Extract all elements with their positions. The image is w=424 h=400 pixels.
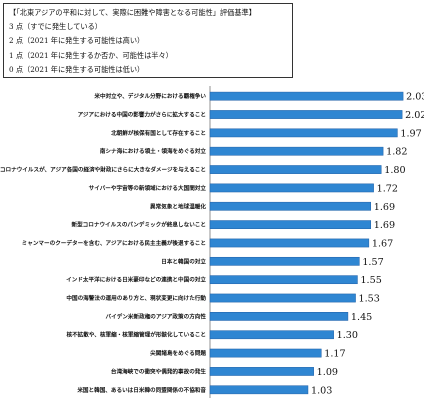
value-label: 1.72	[377, 183, 398, 194]
bar	[209, 201, 372, 211]
category-label: 尖閣諸島をめぐる問題	[150, 349, 206, 357]
value-label: 1.09	[317, 367, 338, 378]
bar	[209, 367, 314, 376]
bar	[209, 91, 404, 101]
criteria-line-0pt: 0 点（2021 年に発生する可能性は低い）	[9, 64, 145, 74]
bar	[209, 146, 384, 156]
bar	[209, 293, 356, 303]
category-label: 異常気象と地球温暖化	[150, 202, 206, 210]
value-label: 1.82	[386, 147, 407, 158]
value-label: 1.53	[359, 294, 380, 305]
value-label: 1.45	[351, 312, 372, 323]
category-label: 米中対立や、デジタル分野における覇権争い	[94, 92, 206, 100]
value-label: 1.69	[374, 202, 395, 213]
category-label: 米国と韓国、あるいは日米韓の同盟関係の不協和音	[77, 386, 206, 394]
value-label: 2.03	[406, 92, 424, 103]
bar	[209, 348, 322, 358]
bar	[209, 238, 370, 248]
criteria-line-3pt: 3 点（すでに発生している）	[9, 22, 102, 32]
category-label: 台湾海峡での衝突や偶発的事故の発生	[111, 367, 207, 375]
category-label: 新型コロナウイルスが、アジア各国の経済や財政にさらに大きなダメージを与えること	[0, 166, 206, 174]
value-label: 2.02	[405, 110, 424, 121]
category-label: 新型コロナウイルスのパンデミックが終息しないこと	[71, 221, 206, 229]
category-label: 日本と韓国の対立	[161, 257, 206, 265]
value-label: 1.80	[384, 165, 405, 176]
value-label: 1.97	[400, 128, 421, 139]
value-label: 1.57	[362, 257, 383, 268]
bar-chart: 米中対立や、デジタル分野における覇権争い 2.03 アジアにおける中国の影響力がさら…	[0, 86, 424, 398]
evaluation-criteria-box: 【「北東アジアの平和に対して、実際に困難や障害となる可能性」評価基準】 3 点（…	[3, 3, 293, 78]
bar	[209, 330, 334, 340]
bar	[209, 110, 403, 119]
value-label: 1.17	[324, 349, 345, 360]
bar	[209, 183, 374, 193]
category-label: 北朝鮮が核保有国として存在すること	[111, 129, 206, 137]
bar	[209, 385, 309, 395]
value-label: 1.03	[311, 385, 332, 396]
value-label: 1.30	[337, 330, 358, 341]
value-label: 1.69	[374, 220, 395, 231]
category-label: アジアにおける中国の影響力がさらに拡大すること	[78, 111, 206, 119]
category-label: サイバーや宇宙等の新領域における大国間対立	[89, 184, 207, 192]
bar	[209, 312, 349, 321]
criteria-title: 【「北東アジアの平和に対して、実際に困難や障害となる可能性」評価基準】	[9, 8, 256, 17]
value-label: 1.55	[360, 275, 381, 286]
criteria-line-1pt: 1 点（2021 年に発生するか否か、可能性は半々）	[9, 50, 173, 60]
criteria-line-2pt: 2 点（2021 年に発生する可能性は高い）	[9, 36, 145, 46]
bar	[209, 128, 398, 138]
category-label: 南シナ海における領土・領海をめぐる対立	[100, 147, 207, 155]
category-label: 核不拡散や、核軍縮・核軍縮管理が形骸化していること	[66, 331, 206, 339]
category-label: インド太平洋における日米豪印などの連携と中国の対立	[66, 276, 206, 284]
value-label: 1.67	[372, 238, 393, 249]
bars-layer: 米中対立や、デジタル分野における覇権争い 2.03 アジアにおける中国の影響力がさら…	[0, 92, 424, 397]
bar	[209, 256, 360, 266]
category-label: ミャンマーのクーデターを含む、アジアにおける民主主義が後退すること	[22, 239, 206, 247]
bar	[209, 165, 382, 174]
category-label: 中国の海警法の運用のあり方と、現状変更に向けた行動	[66, 294, 206, 302]
bar	[209, 275, 358, 285]
category-label: バイデン米新政権のアジア政策の方向性	[106, 312, 207, 320]
bar	[209, 220, 372, 229]
